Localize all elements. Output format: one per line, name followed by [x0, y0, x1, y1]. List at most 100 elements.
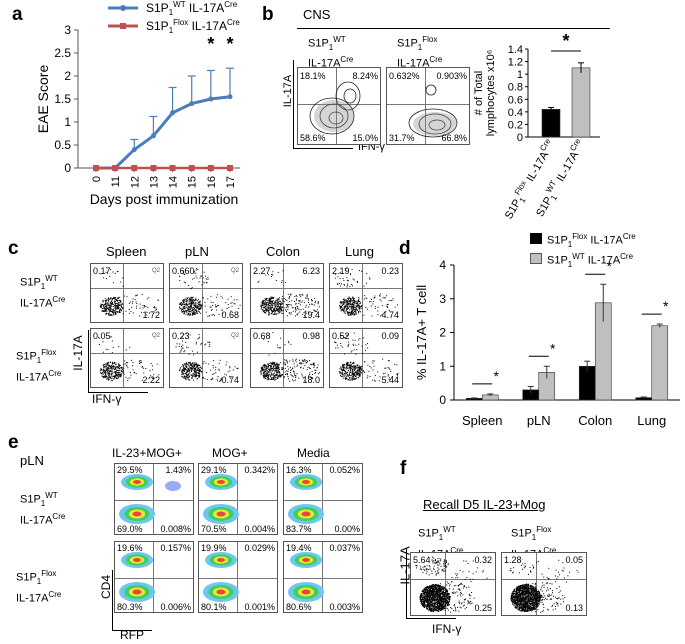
a-point [131, 165, 138, 171]
e-value-ul: 29.5% [117, 465, 143, 475]
c-flow-plot: 2.27 6.23 19.4 [250, 263, 324, 323]
a-point [150, 133, 156, 139]
e-value-ul: 16.3% [286, 465, 312, 475]
c-flow-plot: 0.68 0.98 18.0 [250, 328, 324, 388]
f-value-ul: 5.64 [413, 555, 431, 565]
b-flow-plot-flox: 0.632% 0.903% 31.7% 66.8% [386, 67, 470, 145]
b-flow-plot-wt: 18.1% 8.24% 58.6% 15.0% [297, 67, 381, 145]
f-y-arrow [406, 550, 407, 618]
b-significance-star: * [562, 31, 569, 51]
d-legend-flox: S1P1Flox IL-17ACre [547, 232, 636, 249]
b-group-wt: S1P1WT IL-17ACre [308, 35, 354, 70]
a-point [208, 96, 214, 102]
d-y-tick-label: 4 [439, 258, 446, 272]
a-point [188, 165, 195, 171]
f-value-ur: 0.32 [474, 555, 492, 565]
b-x-arrow [293, 148, 353, 149]
cns-label: CNS [303, 7, 331, 22]
d-y-tick-label: 3 [439, 292, 446, 306]
e-group-flox: S1P1Flox IL-17ACre [16, 569, 62, 605]
f-flow-plot: 1.28 0.05 0.13 [501, 552, 587, 616]
c-tissue-label: pLN [185, 244, 209, 259]
b-y-tick-label: 1 [517, 69, 523, 81]
f-flow-plot: 5.64 0.32 0.25 [410, 552, 496, 616]
e-value-ur: 1.43% [165, 465, 191, 475]
c-quad-tag: Q2 [151, 333, 160, 339]
b-wt-lr: 15.0% [352, 133, 378, 143]
e-condition-label: MOG+ [212, 446, 248, 460]
cns-underline [297, 28, 610, 29]
a-point [150, 165, 157, 171]
a-point [169, 165, 176, 171]
a-series-line [96, 95, 231, 170]
a-x-tick-label: 13 [148, 176, 160, 188]
a-point [112, 165, 119, 171]
e-flow-plot: 29.1% 0.342% 70.5% 0.004% [198, 463, 278, 535]
c-quad-tag: Q2 [151, 268, 160, 274]
a-x-axis-label: Days post immunization [90, 191, 239, 207]
b-bar [541, 109, 561, 138]
c-value-ul: 0.05 [93, 331, 111, 341]
a-significance-star: * [207, 34, 214, 54]
b-bar [571, 67, 591, 138]
e-value-lr: 0.00% [334, 524, 360, 534]
a-y-tick-label: 2.5 [54, 46, 71, 60]
a-point [227, 165, 233, 171]
a-point [207, 165, 214, 171]
f-x-axis-label: IFN-γ [432, 622, 462, 636]
f-value-ul: 1.28 [504, 555, 522, 565]
e-y-axis-label: CD4 [99, 575, 113, 600]
e-value-ur: 0.037% [329, 543, 360, 553]
c-flow-plot: 0.660 Q2 0.68 [169, 263, 243, 323]
d-legend-wt: S1P1WT IL-17ACre [547, 252, 634, 269]
d-significance-star: * [607, 258, 613, 274]
d-x-tick-label: Spleen [462, 413, 502, 428]
c-value-ul: 0.52 [332, 331, 350, 341]
e-x-arrow [112, 630, 152, 631]
panel-label-c: c [8, 238, 19, 259]
a-x-tick-label: 12 [129, 176, 141, 188]
chart-a: 0 0.5 1 1.5 2 2.5 3 0 11 12 13 14 15 16 17 Days post im… [35, 0, 240, 207]
c-quad-tag: Q2 [230, 333, 239, 339]
c-value-lr: 5.44 [381, 375, 399, 385]
a-legend-label: S1P1Flox IL-17ACre [146, 18, 240, 35]
c-y-axis-label: IL-17A [71, 335, 85, 371]
d-significance-star: * [494, 368, 500, 384]
d-x-tick-label: Colon [578, 413, 612, 428]
chart-d: 0 1 2 3 4 % IL-17A+ T cell Spleen * pLN * Colon * Lu… [414, 258, 680, 428]
b-wt-ll: 58.6% [300, 133, 326, 143]
b-wt-ul: 18.1% [300, 71, 326, 81]
c-tissue-label: Lung [345, 244, 374, 259]
b-y-tick-label: 1.2 [508, 57, 523, 69]
a-y-tick-label: 0 [64, 161, 71, 175]
a-x-tick-label: 15 [187, 176, 199, 188]
b-y-tick-label: 1.4 [508, 44, 523, 56]
b-y-arrow [293, 60, 294, 148]
a-significance-star: * [226, 34, 233, 54]
a-y-tick-label: 1 [64, 115, 71, 129]
d-y-tick-label: 2 [439, 326, 446, 340]
e-value-ul: 19.9% [201, 543, 227, 553]
e-value-ur: 0.052% [329, 465, 360, 475]
e-flow-plot: 16.3% 0.052% 83.7% 0.00% [283, 463, 363, 535]
e-flow-plot: 19.6% 0.157% 80.3% 0.006% [114, 541, 194, 613]
a-x-tick-label: 14 [168, 176, 180, 188]
a-point [93, 165, 99, 171]
b-y-tick-label: 0.2 [508, 119, 523, 131]
panel-label-b: b [262, 4, 274, 25]
c-tissue-label: Colon [266, 244, 300, 259]
e-flow-plot: 19.9% 0.029% 80.1% 0.001% [198, 541, 278, 613]
e-y-arrow [112, 570, 113, 630]
c-value-lr: 19.4 [302, 310, 320, 320]
c-value-ul: 0.23 [172, 331, 190, 341]
panel-label-e: e [8, 432, 19, 453]
a-x-tick-label: 11 [110, 176, 122, 187]
a-point [170, 110, 176, 116]
e-value-ll: 83.7% [286, 524, 312, 534]
e-value-ll: 80.1% [201, 602, 227, 612]
c-flow-plot: 0.23 Q2 0.74 [169, 328, 243, 388]
a-y-axis-label: EAE Score [35, 65, 51, 134]
a-y-tick-label: 0.5 [54, 138, 71, 152]
a-point [189, 101, 195, 107]
e-flow-plot: 19.4% 0.037% 80.6% 0.003% [283, 541, 363, 613]
